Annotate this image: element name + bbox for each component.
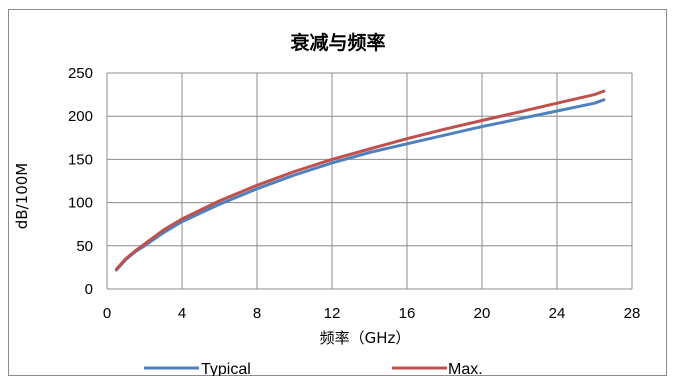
series-lines bbox=[116, 91, 604, 270]
x-axis-label: 频率（GHz） bbox=[320, 329, 411, 347]
legend-label: Typical bbox=[201, 361, 251, 376]
legend-label: Max. bbox=[448, 361, 483, 376]
y-tick-label: 250 bbox=[68, 65, 93, 82]
y-tick-label: 0 bbox=[85, 281, 93, 298]
y-tick-label: 150 bbox=[68, 151, 93, 168]
x-tick-label: 24 bbox=[549, 305, 566, 322]
legend: Typical Max. bbox=[144, 361, 483, 376]
x-tick-label: 28 bbox=[624, 305, 641, 322]
series-line-typical bbox=[116, 100, 604, 270]
y-tick-label: 50 bbox=[76, 238, 93, 255]
x-tick-label: 20 bbox=[474, 305, 491, 322]
x-tick-label: 4 bbox=[178, 305, 186, 322]
x-tick-label: 0 bbox=[103, 305, 111, 322]
x-tick-label: 16 bbox=[399, 305, 416, 322]
y-axis-label: dB/100M bbox=[13, 163, 31, 229]
x-tick-label: 12 bbox=[324, 305, 341, 322]
y-tick-label: 200 bbox=[68, 108, 93, 125]
x-tick-label: 8 bbox=[253, 305, 261, 322]
chart-title: 衰减与频率 bbox=[289, 31, 385, 54]
y-tick-label: 100 bbox=[68, 195, 93, 212]
